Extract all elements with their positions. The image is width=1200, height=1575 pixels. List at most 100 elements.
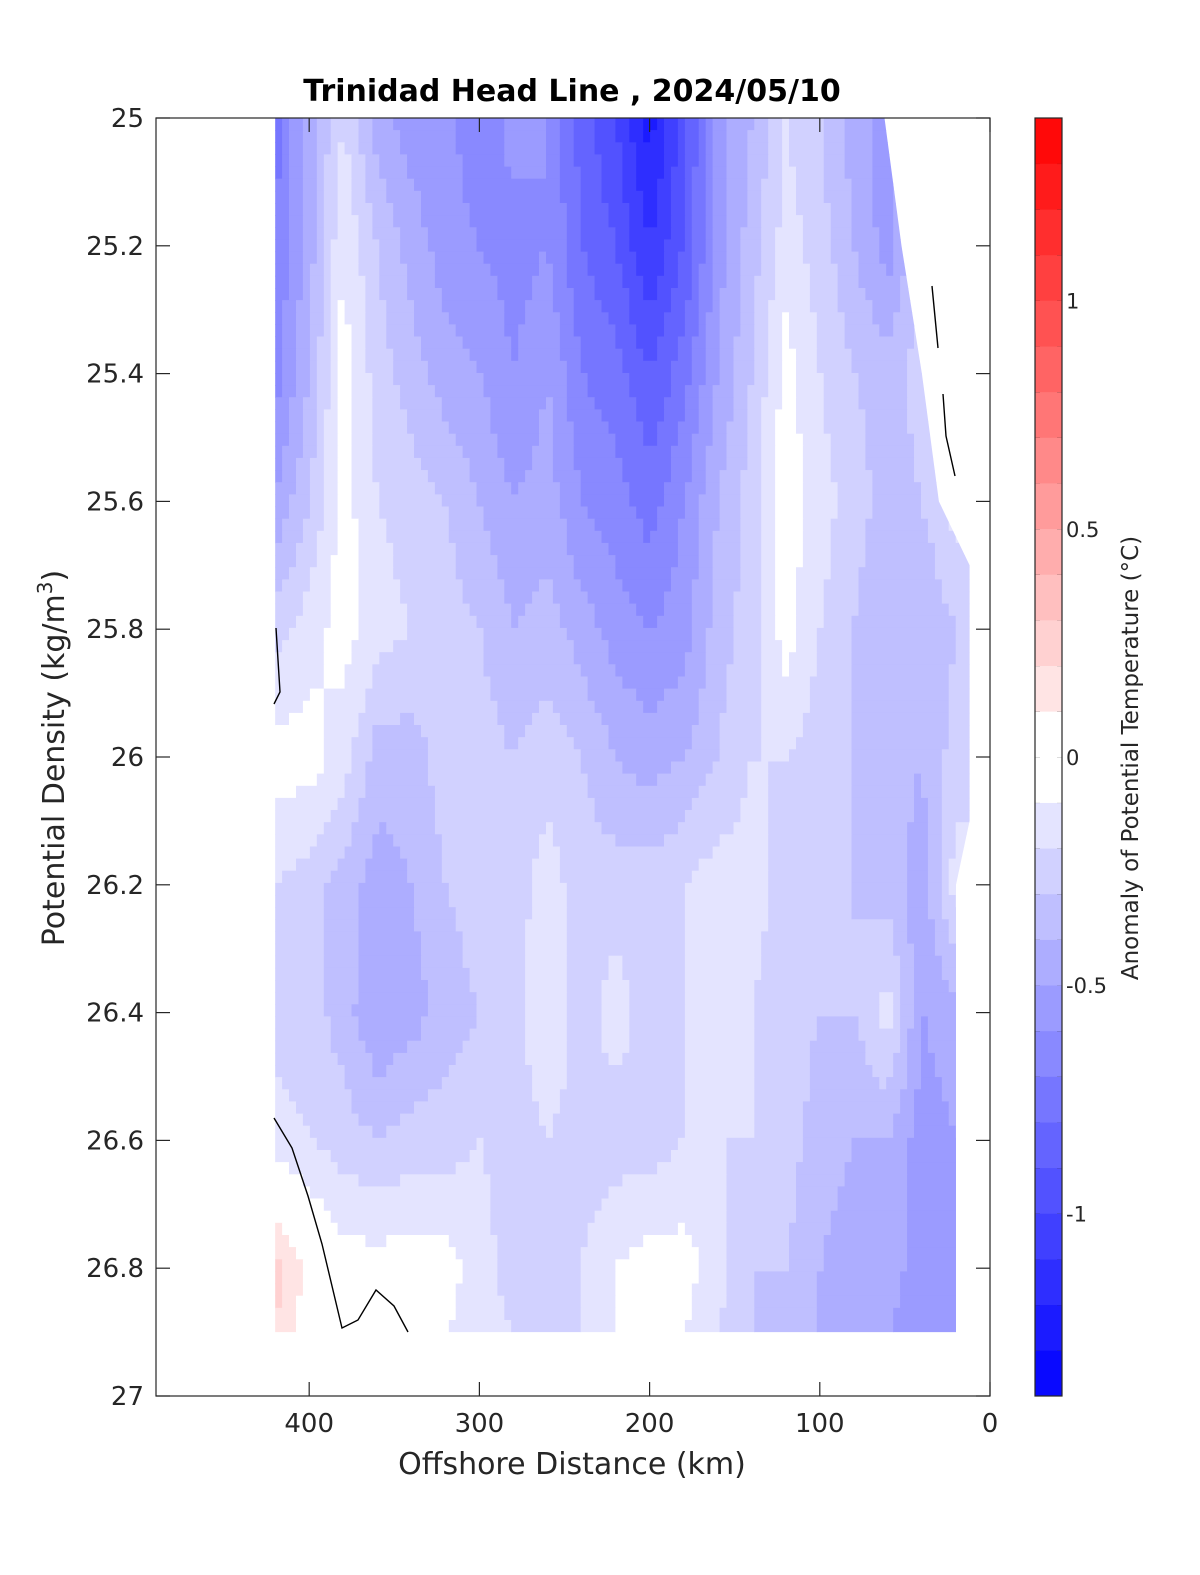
- contour-cell: [372, 433, 415, 447]
- zero-contour-line: [942, 393, 956, 477]
- contour-cell: [677, 822, 735, 835]
- colorbar-swatch: [1035, 1167, 1062, 1214]
- contour-cell: [872, 506, 922, 520]
- contour-cell: [372, 445, 415, 459]
- contour-cell: [393, 640, 485, 653]
- contour-cell: [893, 1016, 901, 1030]
- y-tick-label: 25.8: [86, 615, 144, 645]
- contour-cell: [323, 822, 353, 835]
- contour-cell: [275, 494, 290, 508]
- contour-cell: [927, 834, 943, 847]
- contour-cell: [941, 822, 957, 835]
- contour-cell: [469, 348, 512, 362]
- y-tick-label: 27: [111, 1382, 144, 1412]
- contour-cell: [796, 1210, 832, 1224]
- contour-cell: [594, 142, 623, 155]
- contour-cell: [330, 360, 339, 374]
- contour-cell: [559, 482, 582, 495]
- contour-cell: [351, 433, 373, 447]
- contour-cell: [684, 810, 742, 823]
- contour-cell: [351, 190, 366, 204]
- contour-cell: [615, 1295, 693, 1309]
- contour-cell: [677, 263, 693, 277]
- contour-cell: [754, 348, 769, 362]
- contour-cell: [789, 142, 825, 155]
- contour-cell: [705, 130, 714, 143]
- contour-cell: [490, 676, 589, 690]
- contour-cell: [671, 288, 693, 301]
- contour-cell: [552, 834, 616, 847]
- contour-cell: [386, 530, 450, 544]
- contour-cell: [358, 239, 380, 253]
- contour-cell: [580, 664, 616, 677]
- contour-cell: [858, 1016, 880, 1030]
- contour-cell: [601, 409, 637, 423]
- contour-cell: [275, 737, 325, 750]
- contour-cell: [275, 324, 283, 338]
- contour-cell: [775, 445, 804, 459]
- contour-cell: [559, 324, 575, 338]
- contour-cell: [608, 1186, 728, 1200]
- contour-cell: [566, 627, 603, 641]
- contour-cell: [802, 215, 832, 228]
- contour-cell: [539, 409, 554, 423]
- contour-cell: [372, 142, 401, 155]
- contour-cell: [379, 251, 401, 265]
- contour-cell: [712, 409, 734, 423]
- contour-cell: [775, 555, 804, 568]
- contour-cell: [782, 640, 797, 653]
- contour-cell: [837, 1186, 908, 1200]
- contour-cell: [775, 482, 804, 495]
- contour-cell: [358, 967, 422, 981]
- contour-cell: [684, 955, 762, 969]
- contour-cell: [830, 555, 866, 568]
- contour-cell: [302, 118, 318, 131]
- contour-cell: [282, 324, 297, 338]
- contour-cell: [351, 457, 373, 471]
- contour-cell: [823, 591, 859, 605]
- contour-cell: [900, 967, 915, 981]
- contour-cell: [726, 700, 762, 714]
- contour-cell: [622, 955, 686, 969]
- contour-cell: [907, 1235, 970, 1248]
- contour-cell: [823, 603, 859, 617]
- contour-cell: [914, 810, 929, 823]
- contour-cell: [872, 1065, 894, 1078]
- contour-cell: [351, 336, 366, 350]
- contour-cell: [414, 919, 457, 932]
- contour-cell: [316, 251, 325, 265]
- colorbar-tick-label: 0.5: [1066, 518, 1099, 542]
- contour-cell: [719, 834, 769, 847]
- contour-cell: [323, 980, 360, 993]
- contour-cell: [511, 1320, 582, 1333]
- contour-cell: [323, 737, 353, 750]
- colorbar-swatch: [1035, 574, 1062, 621]
- contour-cell: [740, 579, 762, 593]
- contour-cell: [802, 725, 853, 738]
- contour-cell: [532, 1065, 568, 1078]
- contour-cell: [691, 348, 707, 362]
- contour-cell: [400, 1113, 540, 1127]
- contour-cell: [566, 530, 603, 544]
- contour-cell: [393, 567, 457, 580]
- contour-cell: [921, 1040, 929, 1054]
- contour-cell: [796, 166, 825, 180]
- contour-cell: [823, 397, 859, 410]
- contour-cell: [775, 288, 811, 301]
- contour-cell: [316, 190, 325, 204]
- contour-cell: [809, 1077, 880, 1090]
- x-axis-label: Offshore Distance (km): [398, 1447, 746, 1482]
- contour-cell: [816, 312, 846, 325]
- contour-cell: [768, 761, 853, 775]
- contour-cell: [851, 688, 950, 702]
- contour-cell: [275, 712, 290, 726]
- y-tick-label: 26.6: [86, 1126, 144, 1156]
- contour-cell: [309, 482, 325, 495]
- contour-cell: [830, 251, 860, 265]
- contour-cell: [525, 992, 568, 1005]
- contour-cell: [837, 494, 873, 508]
- contour-cell: [684, 215, 693, 228]
- contour-cell: [837, 300, 873, 313]
- contour-cell: [900, 992, 915, 1005]
- contour-cell: [643, 348, 658, 362]
